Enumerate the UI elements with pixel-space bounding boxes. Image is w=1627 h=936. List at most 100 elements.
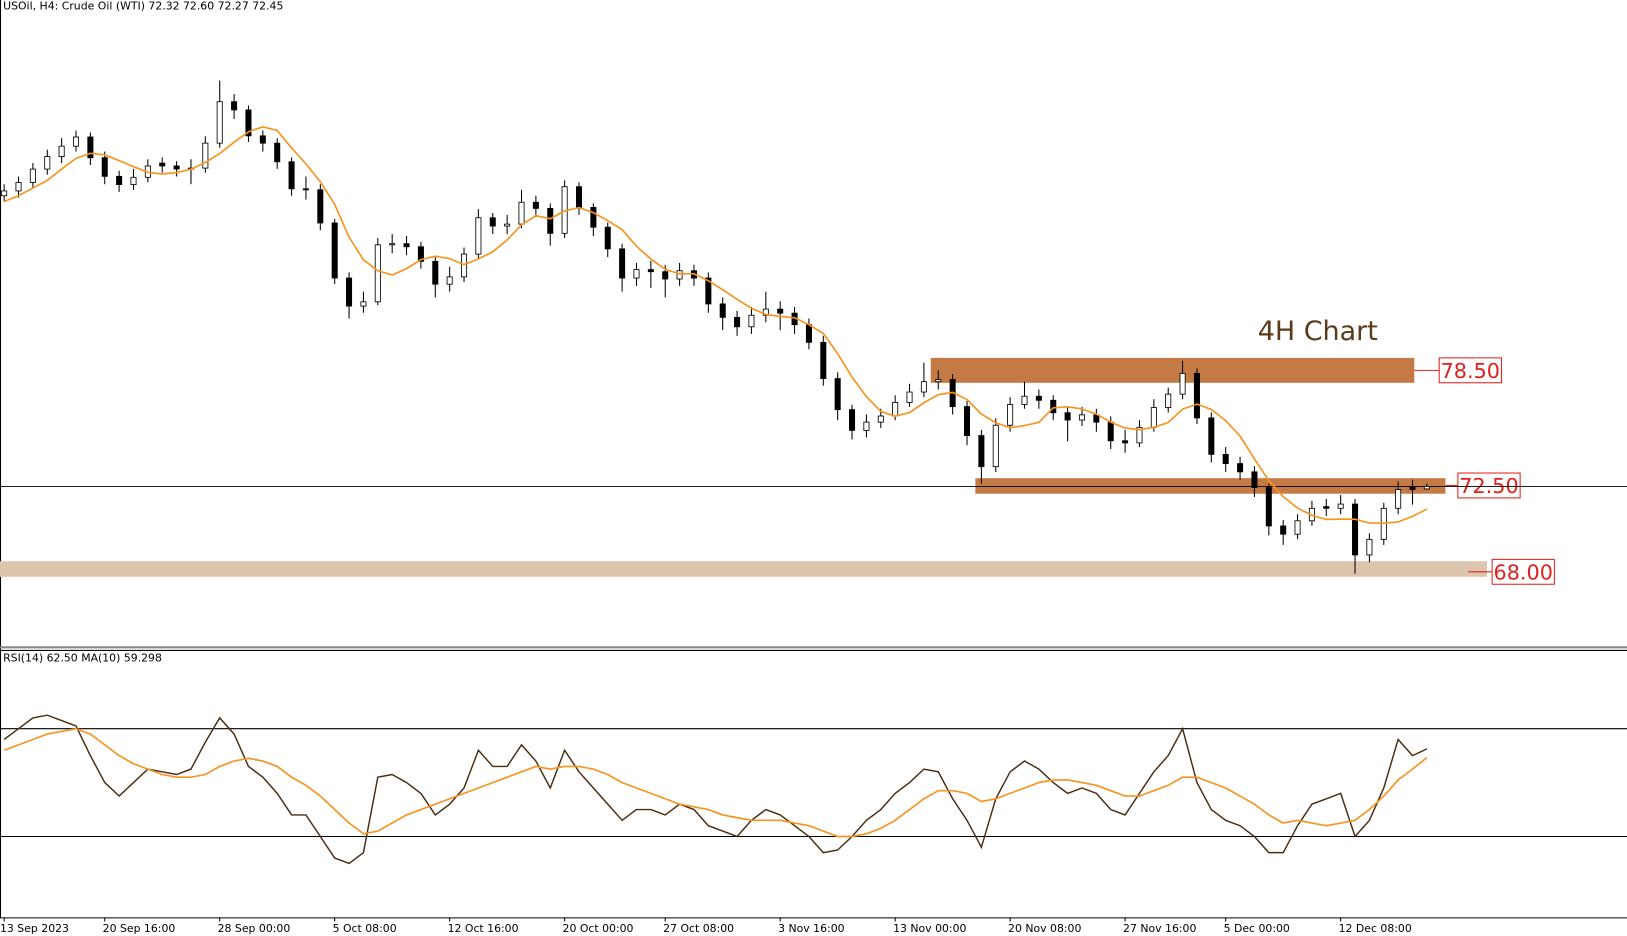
zone [0, 561, 1487, 577]
candle-body [1409, 486, 1416, 490]
candle-body [245, 109, 252, 137]
candle-body [662, 271, 669, 280]
x-tick-label: 20 Nov 08:00 [1008, 922, 1081, 935]
candle-body [849, 409, 856, 431]
candle-body [389, 243, 396, 246]
candle-body [130, 176, 137, 186]
candle-body [1050, 399, 1057, 414]
candle-body [58, 145, 65, 157]
candle-body [259, 135, 266, 144]
candle-body [992, 424, 999, 468]
candle-body [87, 136, 94, 159]
x-tick-label: 13 Sep 2023 [0, 922, 69, 935]
candle-body [446, 276, 453, 285]
zone-label-box [1491, 558, 1555, 585]
candle-body [374, 244, 381, 303]
x-tick-label: 27 Oct 08:00 [663, 922, 734, 935]
x-tick-label: 20 Sep 16:00 [103, 922, 176, 935]
candle-body [1122, 440, 1129, 444]
candle-body [1352, 503, 1359, 556]
candle-body [619, 248, 626, 279]
chart-title: USOil, H4: Crude Oil (WTI) 72.32 72.60 7… [3, 0, 283, 12]
candle-body [719, 303, 726, 318]
candle-body [676, 270, 683, 280]
candle-body [1193, 372, 1200, 419]
candle-body [575, 186, 583, 208]
candle-body [604, 226, 611, 250]
candle-body [748, 314, 755, 328]
candle-body [805, 324, 812, 343]
candle-body [920, 381, 927, 393]
candle-body [647, 269, 654, 273]
x-tick-label: 27 Nov 16:00 [1123, 922, 1196, 935]
candle-body [834, 378, 841, 411]
candle-body [274, 142, 281, 163]
candle-body [1323, 506, 1330, 509]
candle-body [1251, 471, 1258, 488]
candle-body [1, 190, 8, 197]
candle-body [1208, 417, 1215, 455]
x-tick-label: 13 Nov 00:00 [893, 922, 966, 935]
candle-body [1423, 486, 1430, 490]
candle-body [820, 341, 827, 380]
x-tick-label: 5 Oct 08:00 [333, 922, 397, 935]
candle-body [892, 401, 899, 417]
candle-body [1165, 393, 1172, 408]
candle-body [1366, 538, 1373, 556]
zone [975, 478, 1446, 494]
candle-body [518, 201, 525, 225]
candle-body [1064, 412, 1071, 421]
candle-body [1007, 404, 1014, 426]
candle-body [777, 308, 784, 314]
candle-body [331, 222, 338, 279]
candle-body [964, 406, 971, 436]
candle-body [877, 415, 884, 423]
candle-body [906, 391, 913, 403]
x-tick-label: 3 Nov 16:00 [778, 922, 845, 935]
zone-label-box [1438, 357, 1502, 384]
candle-body [590, 207, 597, 228]
candle-body [1280, 525, 1287, 535]
candle-body [978, 435, 985, 468]
candle-body [633, 269, 640, 279]
candle-body [1294, 520, 1301, 535]
zone [930, 357, 1415, 383]
candle-body [1107, 421, 1114, 442]
zone-label: 68.00 [1494, 561, 1553, 585]
candle-body [432, 260, 439, 285]
zone-label: 78.50 [1441, 359, 1500, 383]
candle-body [302, 188, 309, 191]
zone-label-box [1457, 472, 1521, 499]
candle-body [1136, 426, 1143, 444]
candle-body [1237, 463, 1244, 473]
candle-body [288, 161, 295, 190]
candle-body [489, 217, 496, 227]
candle-body [1395, 489, 1402, 509]
rsi-line [3, 714, 1428, 865]
x-tick-label: 28 Sep 00:00 [218, 922, 291, 935]
candle-body [116, 175, 123, 186]
candle-body [1337, 503, 1344, 509]
candle-body [231, 101, 238, 111]
candle-body [29, 168, 36, 183]
rsi-title: RSI(14) 62.50 MA(10) 59.298 [3, 651, 162, 664]
candle-body [547, 207, 554, 234]
candle-body [1078, 414, 1085, 421]
candle-body [44, 156, 51, 170]
candle-body [935, 379, 942, 383]
candle-body [346, 277, 353, 307]
candle-body [475, 217, 482, 255]
x-tick-label: 12 Oct 16:00 [448, 922, 519, 935]
candle-body [1035, 395, 1042, 401]
candle-body [504, 223, 511, 227]
candle-body [1265, 487, 1272, 527]
candle-body [863, 421, 870, 431]
candle-body [101, 157, 108, 177]
candle-body [734, 316, 741, 328]
candle-body [1179, 372, 1186, 395]
candle-body [216, 101, 223, 144]
candle-body [1150, 407, 1157, 428]
